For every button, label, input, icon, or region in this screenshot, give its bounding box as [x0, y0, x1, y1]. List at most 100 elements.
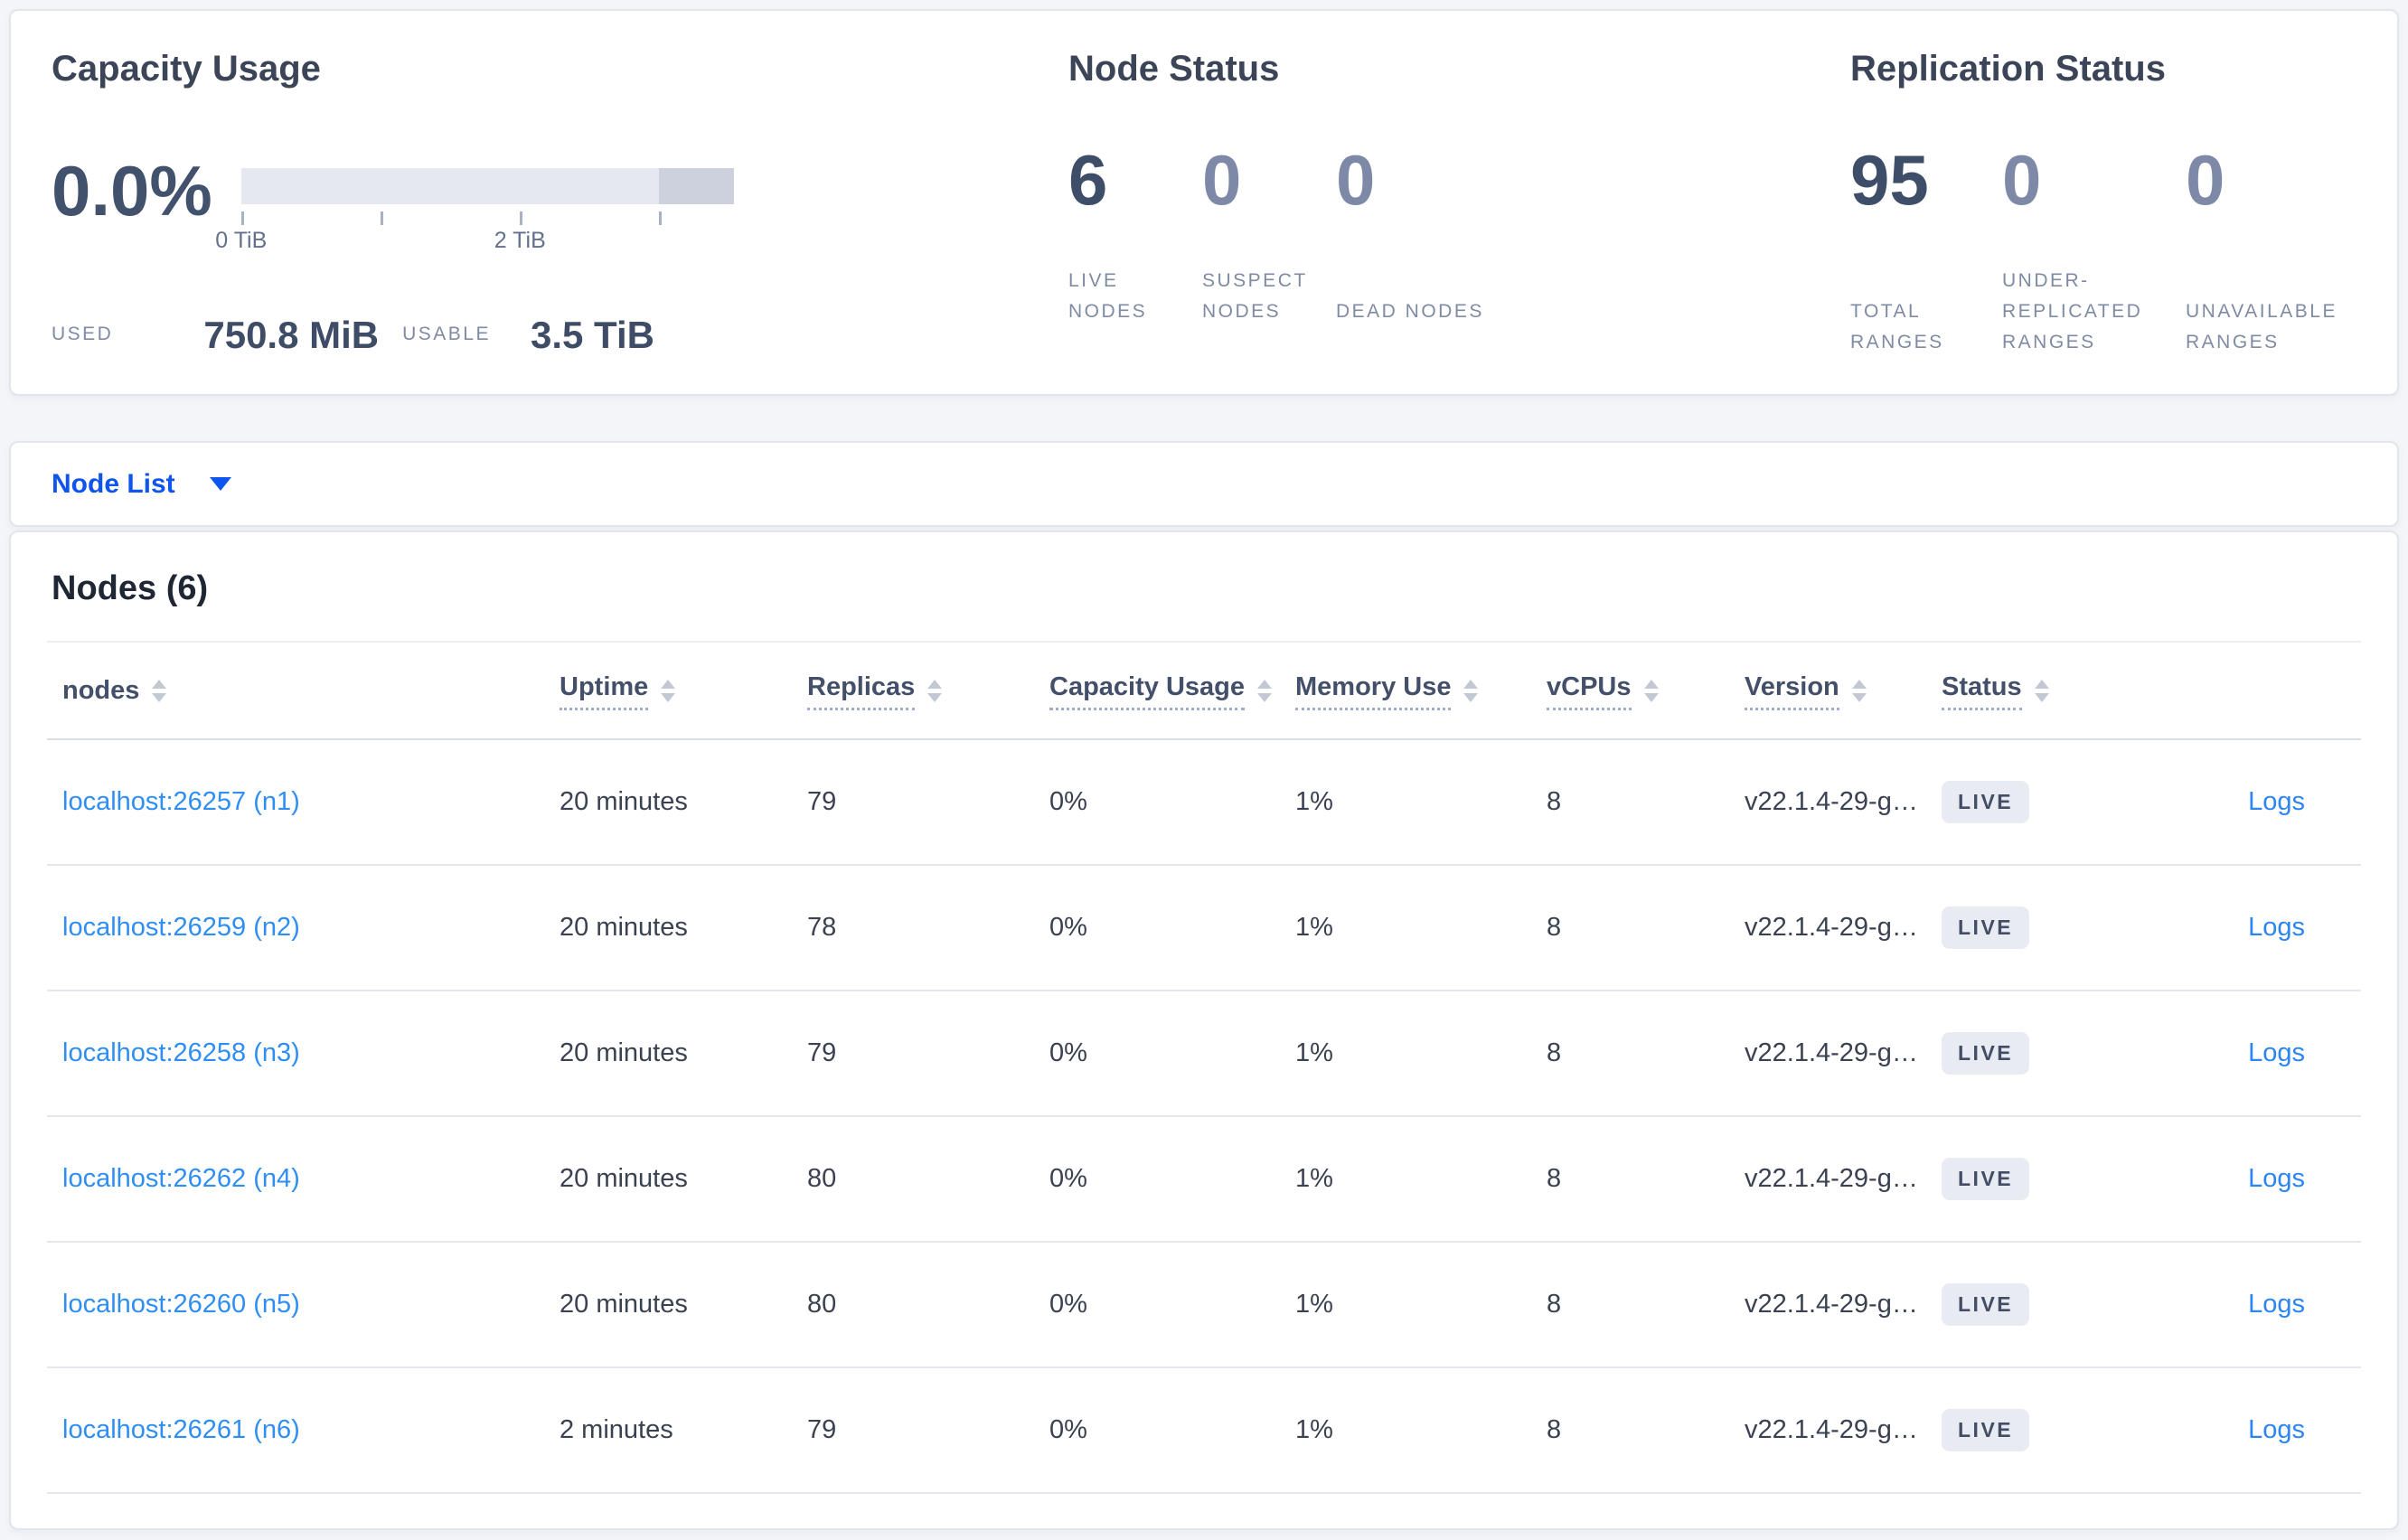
capacity-usage-cell: 0%: [1049, 787, 1087, 816]
version-cell: v22.1.4-29-g…: [1745, 1290, 1918, 1319]
capacity-usage-cell: 0%: [1049, 1164, 1087, 1193]
version-cell: v22.1.4-29-g…: [1745, 913, 1918, 942]
table-row: localhost:26262 (n4) 20 minutes 80 0% 1%…: [47, 1117, 2361, 1243]
capacity-usage-bar: 0 TiB 2 TiB: [215, 168, 734, 266]
column-header[interactable]: Status: [1942, 671, 2159, 710]
memory-use-cell: 1%: [1295, 787, 1333, 816]
memory-use-cell: 1%: [1295, 1038, 1333, 1067]
metric-label: TOTAL RANGES: [1850, 301, 1944, 352]
axis-tick: [520, 211, 523, 225]
capacity-usage-section: Capacity Usage 0.0% 0 TiB 2 TiB USED 750…: [52, 49, 1068, 394]
logs-link[interactable]: Logs: [2248, 787, 2305, 816]
node-link[interactable]: localhost:26259 (n2): [62, 913, 300, 942]
metric-value: 0: [1202, 140, 1242, 220]
version-cell: v22.1.4-29-g…: [1745, 1415, 1918, 1444]
replication-status-title: Replication Status: [1850, 49, 2166, 89]
metric-value: 0: [1336, 140, 1376, 220]
memory-use-cell: 1%: [1295, 1290, 1333, 1319]
sort-icon: [1643, 679, 1659, 702]
used-value: 750.8 MiB: [203, 314, 380, 356]
metric-label: UNDER-REPLICATED RANGES: [2002, 270, 2143, 352]
replicas-cell: 79: [807, 1038, 837, 1067]
capacity-used-percent: 0.0%: [52, 151, 212, 230]
logs-link[interactable]: Logs: [2248, 1290, 2305, 1319]
capacity-bar-overflow-segment: [658, 168, 734, 204]
axis-tick-label: 0 TiB: [215, 228, 268, 253]
node-list-dropdown[interactable]: Node List: [52, 469, 231, 500]
column-header[interactable]: Replicas: [807, 671, 1049, 710]
sort-icon: [1257, 679, 1272, 702]
logs-link[interactable]: Logs: [2248, 1415, 2305, 1444]
column-header-label: nodes: [62, 676, 140, 705]
node-status-section: Node Status 6 LIVE NODES 0 SUSPECT NODES…: [1068, 49, 1850, 394]
sort-icon: [1463, 679, 1479, 702]
column-header-label: Memory Use: [1295, 671, 1452, 710]
memory-use-cell: 1%: [1295, 1164, 1333, 1193]
column-header[interactable]: Capacity Usage: [1049, 671, 1295, 710]
replication-status-section: Replication Status 95 TOTAL RANGES 0 UND…: [1850, 49, 2397, 394]
axis-tick: [381, 211, 384, 225]
uptime-cell: 20 minutes: [560, 787, 688, 816]
vcpus-cell: 8: [1547, 1415, 1562, 1444]
metric-label: UNAVAILABLE RANGES: [2186, 301, 2337, 352]
status-badge: LIVE: [1942, 1283, 2030, 1326]
metric-label: LIVE NODES: [1068, 270, 1148, 322]
column-header[interactable]: nodes: [47, 675, 560, 706]
sort-icon: [152, 679, 167, 702]
capacity-stats: USED 750.8 MiB USABLE 3.5 TiB: [52, 266, 1068, 358]
table-row: localhost:26260 (n5) 20 minutes 80 0% 1%…: [47, 1243, 2361, 1368]
replication-status-metrics: 95 TOTAL RANGES 0 UNDER-REPLICATED RANGE…: [1850, 141, 2397, 358]
node-status-metrics: 6 LIVE NODES 0 SUSPECT NODES 0 DEAD NODE…: [1068, 141, 1850, 327]
logs-link[interactable]: Logs: [2248, 1038, 2305, 1067]
node-link[interactable]: localhost:26257 (n1): [62, 787, 300, 816]
axis-tick: [658, 211, 662, 225]
capacity-usage-cell: 0%: [1049, 1290, 1087, 1319]
metric-label: SUSPECT NODES: [1202, 270, 1308, 322]
capacity-usage-gauge: 0.0% 0 TiB 2 TiB: [52, 141, 1068, 266]
replicas-cell: 79: [807, 1415, 837, 1444]
table-header-row: nodes Uptime Replicas Capacity Usage Mem…: [47, 641, 2361, 740]
axis-tick: [240, 211, 244, 225]
status-badge: LIVE: [1942, 1158, 2030, 1200]
replicas-cell: 80: [807, 1164, 837, 1193]
replicas-cell: 79: [807, 787, 837, 816]
status-badge: LIVE: [1942, 1409, 2030, 1451]
metric-value: 6: [1068, 140, 1108, 220]
nodes-table: nodes Uptime Replicas Capacity Usage Mem…: [47, 641, 2361, 1494]
column-header-label: Replicas: [807, 671, 916, 710]
uptime-cell: 2 minutes: [560, 1415, 673, 1444]
capacity-bar-track: [240, 168, 734, 204]
node-link[interactable]: localhost:26262 (n4): [62, 1164, 300, 1193]
node-status-title: Node Status: [1068, 49, 1280, 89]
column-header[interactable]: Memory Use: [1295, 671, 1547, 710]
capacity-usage-cell: 0%: [1049, 913, 1087, 942]
table-row: localhost:26258 (n3) 20 minutes 79 0% 1%…: [47, 991, 2361, 1117]
column-header[interactable]: Version: [1745, 671, 1942, 710]
sort-icon: [661, 679, 676, 702]
usable-value: 3.5 TiB: [531, 314, 654, 356]
uptime-cell: 20 minutes: [560, 913, 688, 942]
replicas-cell: 80: [807, 1290, 837, 1319]
column-header-label: Status: [1942, 671, 2022, 710]
cluster-summary-panel: Capacity Usage 0.0% 0 TiB 2 TiB USED 750…: [9, 9, 2399, 396]
sort-icon: [2034, 679, 2049, 702]
uptime-cell: 20 minutes: [560, 1164, 688, 1193]
table-row: localhost:26261 (n6) 2 minutes 79 0% 1% …: [47, 1368, 2361, 1494]
node-link[interactable]: localhost:26261 (n6): [62, 1415, 300, 1444]
column-header[interactable]: Uptime: [560, 671, 807, 710]
vcpus-cell: 8: [1547, 787, 1562, 816]
uptime-cell: 20 minutes: [560, 1290, 688, 1319]
column-header-label: Capacity Usage: [1049, 671, 1245, 710]
logs-link[interactable]: Logs: [2248, 1164, 2305, 1193]
metric-value: 0: [2002, 140, 2042, 220]
replicas-cell: 78: [807, 913, 837, 942]
uptime-cell: 20 minutes: [560, 1038, 688, 1067]
node-link[interactable]: localhost:26260 (n5): [62, 1290, 300, 1319]
logs-link[interactable]: Logs: [2248, 913, 2305, 942]
metric-value: 95: [1850, 140, 1929, 220]
node-list-selector-bar: Node List: [9, 441, 2399, 527]
column-header[interactable]: vCPUs: [1547, 671, 1745, 710]
metric-value: 0: [2186, 140, 2225, 220]
node-link[interactable]: localhost:26258 (n3): [62, 1038, 300, 1067]
version-cell: v22.1.4-29-g…: [1745, 1164, 1918, 1193]
